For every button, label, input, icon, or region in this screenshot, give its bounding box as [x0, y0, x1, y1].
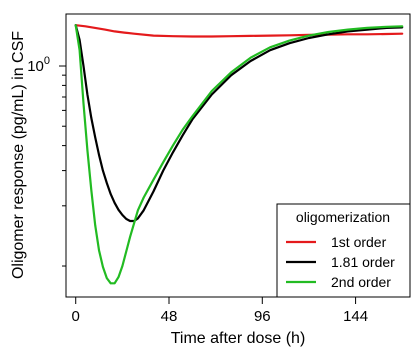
legend-items: 1st order 1.81 order 2nd order: [286, 234, 395, 290]
legend: oligomerization 1st order 1.81 order 2nd o…: [276, 203, 411, 298]
series-line-1: [74, 24, 404, 38]
x-tick-label: 48: [161, 308, 178, 325]
legend-title: oligomerization: [296, 209, 390, 225]
x-tick-label: 96: [254, 308, 271, 325]
plot-frame: [65, 13, 411, 298]
legend-label: 2nd order: [331, 274, 391, 290]
y-axis-title: Oligomer response (pg/mL) in CSF: [10, 31, 27, 279]
y-tick-label: 100: [27, 55, 50, 75]
series-lines: [74, 24, 404, 285]
x-axis-ticks: 0 48 96 144: [72, 297, 368, 325]
y-axis-ticks: 100: [27, 55, 66, 75]
y-minor-ticks: [62, 74, 66, 267]
x-tick-label: 0: [72, 308, 80, 325]
legend-label: 1.81 order: [331, 254, 395, 270]
x-tick-label: 144: [343, 308, 368, 325]
series-line-3: [74, 24, 404, 285]
x-axis-title: Time after dose (h): [171, 330, 306, 347]
legend-label: 1st order: [331, 234, 387, 250]
series-line-2: [74, 24, 404, 223]
